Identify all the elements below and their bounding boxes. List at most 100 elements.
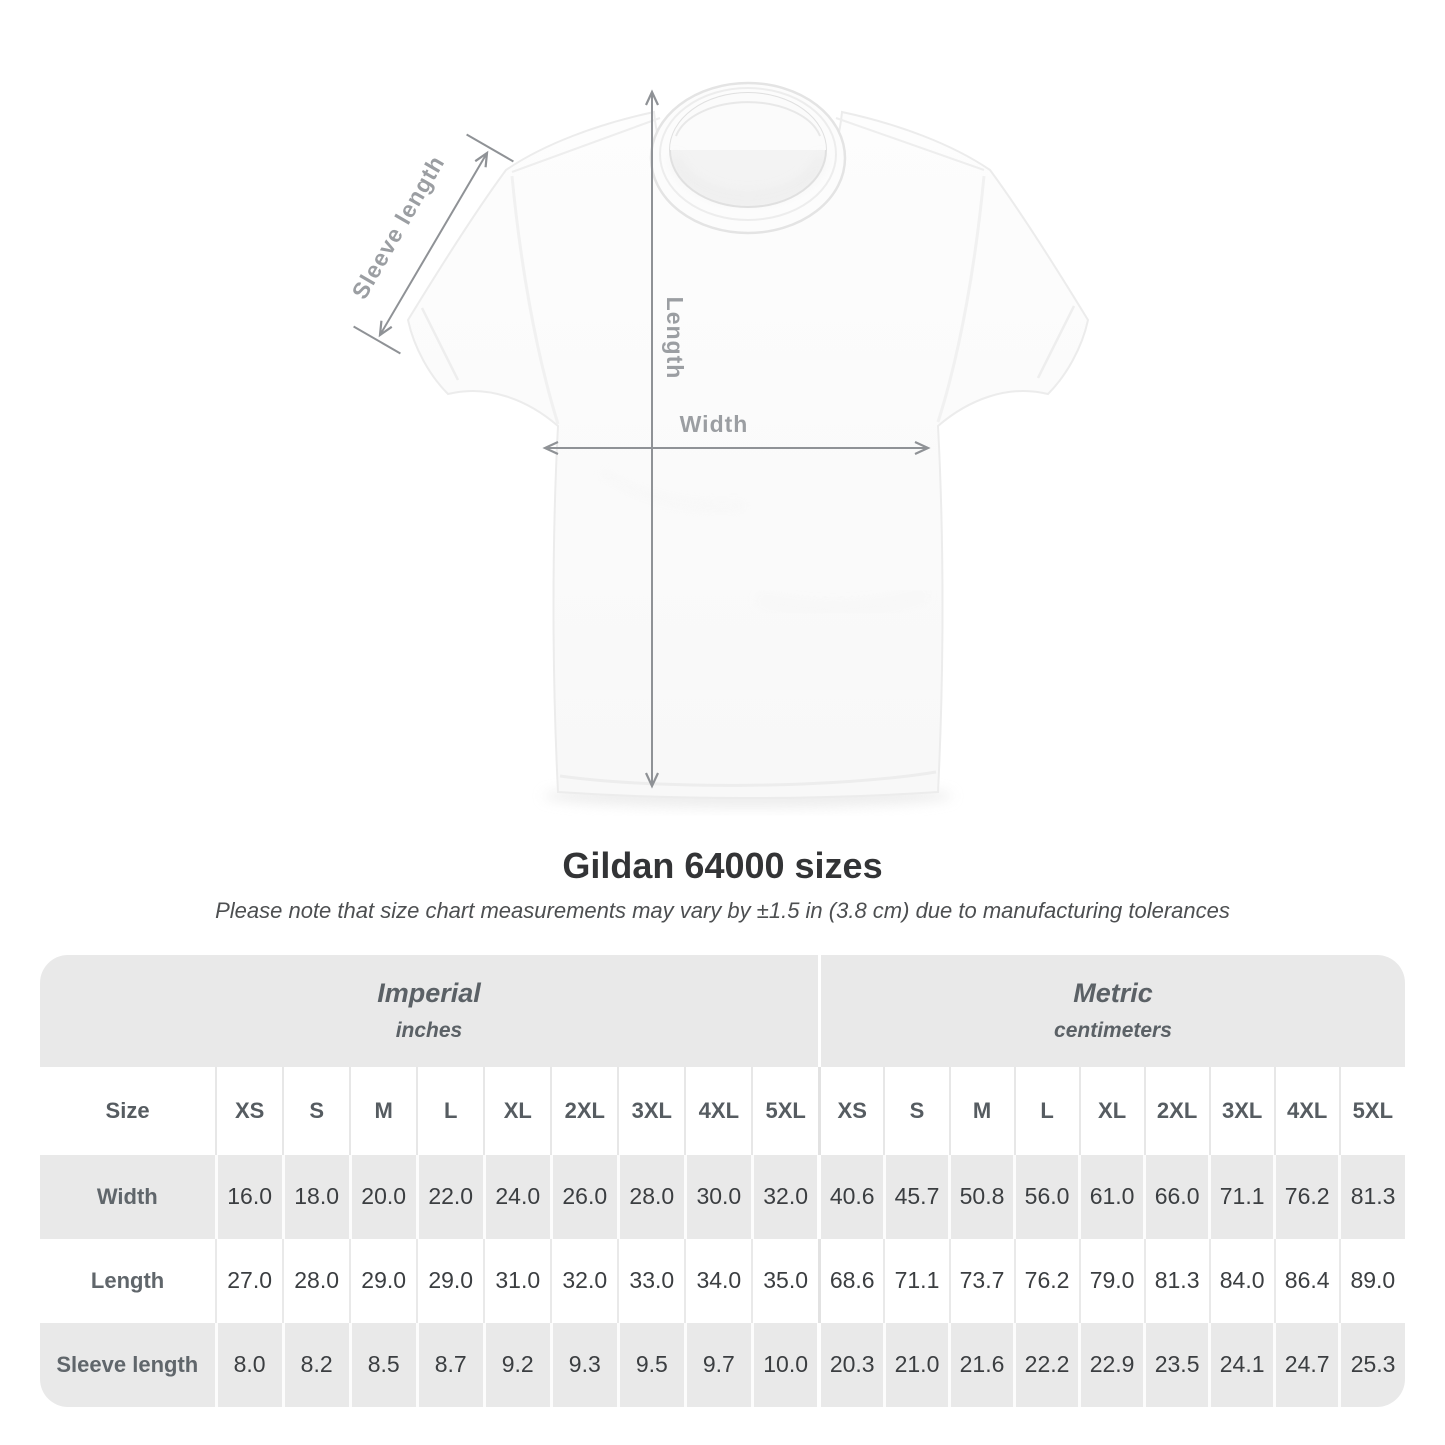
cell-length-metric: 71.1: [883, 1238, 950, 1323]
cell-width-imperial: 28.0: [616, 1154, 686, 1239]
cell-width-imperial: 32.0: [750, 1154, 820, 1239]
size-header-metric-2xl: 2XL: [1143, 1066, 1210, 1155]
cell-width-metric: 50.8: [947, 1154, 1015, 1239]
cell-width-metric: 76.2: [1273, 1154, 1340, 1239]
size-header-imperial-5xl: 5XL: [751, 1066, 820, 1155]
size-table: Imperial inches Metric centimeters Size X…: [40, 954, 1405, 1407]
cell-width-imperial: 18.0: [281, 1154, 351, 1239]
table-row-sleeve-length: Sleeve length 8.0 8.2 8.5 8.7 9.2 9.3 9.5 9.7 10.…: [40, 1322, 1405, 1407]
cell-length-metric: 84.0: [1208, 1238, 1275, 1323]
size-header-imperial-s: S: [282, 1066, 351, 1155]
size-header-metric-5xl: 5XL: [1338, 1066, 1405, 1155]
size-header-metric-4xl: 4XL: [1273, 1066, 1340, 1155]
size-header-row: Size XS S M L XL 2XL 3XL 4XL 5XL XS S M L XL 2XL 3XL 4XL 5…: [40, 1066, 1405, 1155]
cell-sleeve-length-metric: 21.6: [947, 1322, 1015, 1407]
cell-length-imperial: 29.0: [349, 1238, 418, 1323]
size-header-metric-m: M: [948, 1066, 1015, 1155]
cell-sleeve-length-imperial: 8.0: [214, 1322, 284, 1407]
table-row-length: Length 27.0 28.0 29.0 29.0 31.0 32.0 33.0 34.0 35…: [40, 1238, 1405, 1323]
cell-length-metric: 68.6: [817, 1238, 885, 1323]
cell-sleeve-length-metric: 22.9: [1078, 1322, 1145, 1407]
cell-sleeve-length-metric: 24.1: [1208, 1322, 1275, 1407]
tshirt-graphic: [406, 110, 1090, 799]
cell-length-metric: 73.7: [948, 1238, 1015, 1323]
size-header-metric-l: L: [1013, 1066, 1080, 1155]
cell-sleeve-length-imperial: 9.3: [549, 1322, 619, 1407]
collar: [649, 81, 847, 235]
cell-sleeve-length-metric: 24.7: [1273, 1322, 1340, 1407]
cell-width-metric: 56.0: [1013, 1154, 1080, 1239]
cell-sleeve-length-metric: 25.3: [1338, 1322, 1405, 1407]
size-header-imperial-l: L: [416, 1066, 485, 1155]
unit-group-row: Imperial inches Metric centimeters: [40, 954, 1405, 1067]
cell-sleeve-length-imperial: 8.5: [348, 1322, 418, 1407]
cell-length-imperial: 35.0: [751, 1238, 820, 1323]
cell-length-imperial: 32.0: [550, 1238, 619, 1323]
cell-length-imperial: 34.0: [684, 1238, 753, 1323]
cell-sleeve-length-imperial: 8.2: [281, 1322, 351, 1407]
tshirt-diagram-svg: Length Width Sleeve length: [346, 81, 1090, 808]
cell-width-metric: 81.3: [1338, 1154, 1405, 1239]
size-header-imperial-m: M: [349, 1066, 418, 1155]
cell-width-metric: 40.6: [817, 1154, 885, 1239]
cell-width-imperial: 26.0: [549, 1154, 619, 1239]
cell-length-metric: 76.2: [1013, 1238, 1080, 1323]
size-header-metric-s: S: [883, 1066, 950, 1155]
size-table-body: Width 16.0 18.0 20.0 22.0 24.0 26.0 28.0 30.0 32.…: [40, 1154, 1405, 1407]
cell-sleeve-length-imperial: 8.7: [415, 1322, 485, 1407]
size-header-imperial-xl: XL: [483, 1066, 552, 1155]
cell-sleeve-length-metric: 20.3: [817, 1322, 885, 1407]
cell-sleeve-length-metric: 21.0: [882, 1322, 950, 1407]
cell-sleeve-length-imperial: 9.2: [482, 1322, 552, 1407]
cell-width-imperial: 16.0: [214, 1154, 284, 1239]
size-header-imperial-3xl: 3XL: [617, 1066, 686, 1155]
size-header-imperial-2xl: 2XL: [550, 1066, 619, 1155]
cell-width-metric: 45.7: [882, 1154, 950, 1239]
cell-width-metric: 71.1: [1208, 1154, 1275, 1239]
cell-sleeve-length-imperial: 9.7: [683, 1322, 753, 1407]
cell-sleeve-length-imperial: 10.0: [750, 1322, 820, 1407]
metric-group-header: Metric centimeters: [817, 954, 1405, 1067]
table-row-width: Width 16.0 18.0 20.0 22.0 24.0 26.0 28.0 30.0 32.…: [40, 1154, 1405, 1239]
size-table-card: Imperial inches Metric centimeters Size X…: [40, 954, 1405, 1407]
size-header-metric-xl: XL: [1078, 1066, 1145, 1155]
size-column-header: Size: [40, 1066, 217, 1155]
size-header-imperial-xs: XS: [215, 1066, 284, 1155]
size-header-metric-xs: XS: [817, 1066, 885, 1155]
cell-length-metric: 89.0: [1338, 1238, 1405, 1323]
length-label: Length: [662, 297, 688, 380]
imperial-group-header: Imperial inches: [40, 954, 820, 1067]
metric-unit-label: centimeters: [1054, 1019, 1172, 1043]
imperial-label: Imperial: [377, 978, 481, 1009]
cell-length-metric: 86.4: [1273, 1238, 1340, 1323]
cell-width-imperial: 24.0: [482, 1154, 552, 1239]
cell-length-imperial: 29.0: [416, 1238, 485, 1323]
cell-width-imperial: 30.0: [683, 1154, 753, 1239]
imperial-unit-label: inches: [395, 1019, 463, 1043]
row-label-width: Width: [96, 1183, 158, 1209]
width-dimension: Width: [542, 411, 931, 455]
metric-label: Metric: [1073, 978, 1153, 1009]
cell-length-imperial: 28.0: [282, 1238, 351, 1323]
row-label-sleeve-length: Sleeve length: [56, 1351, 199, 1377]
tolerance-note: Please note that size chart measurements…: [215, 898, 1230, 924]
size-header-metric-3xl: 3XL: [1208, 1066, 1275, 1155]
cell-length-imperial: 31.0: [483, 1238, 552, 1323]
cell-length-metric: 79.0: [1078, 1238, 1145, 1323]
width-label: Width: [680, 411, 749, 437]
cell-length-imperial: 27.0: [215, 1238, 284, 1323]
cell-length-metric: 81.3: [1143, 1238, 1210, 1323]
row-label-length: Length: [90, 1267, 165, 1293]
tshirt-diagram: Length Width Sleeve length: [346, 81, 1090, 808]
cell-sleeve-length-metric: 22.2: [1013, 1322, 1080, 1407]
cell-width-metric: 66.0: [1143, 1154, 1210, 1239]
cell-width-metric: 61.0: [1078, 1154, 1145, 1239]
cell-sleeve-length-metric: 23.5: [1143, 1322, 1210, 1407]
size-header-imperial-4xl: 4XL: [684, 1066, 753, 1155]
page-title: Gildan 64000 sizes: [562, 845, 883, 886]
length-dimension: Length: [645, 89, 688, 789]
cell-sleeve-length-imperial: 9.5: [616, 1322, 686, 1407]
tshirt-creases: [420, 117, 1076, 787]
cell-length-imperial: 33.0: [617, 1238, 686, 1323]
